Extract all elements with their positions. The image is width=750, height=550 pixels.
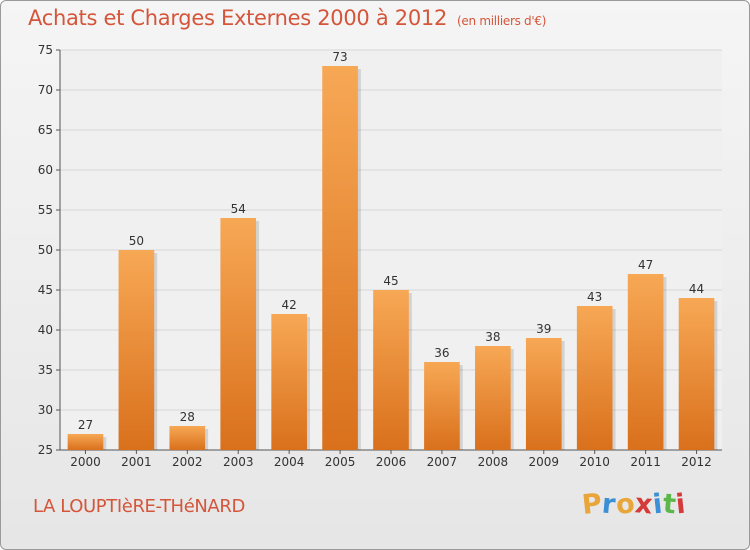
y-tick-label-40: 40	[38, 323, 53, 337]
x-tick-label-2003: 2003	[223, 455, 254, 469]
chart-title-text: Achats et Charges Externes 2000 à 2012	[28, 6, 448, 30]
bar-2001	[118, 250, 155, 450]
bar-2012	[678, 298, 715, 450]
bar-2007	[424, 362, 460, 450]
data-label-2004: 42	[282, 298, 297, 312]
y-tick-label-65: 65	[38, 123, 53, 137]
logo-letter: i	[674, 488, 688, 521]
data-label-2010: 43	[587, 290, 602, 304]
bar-2009	[525, 338, 562, 450]
y-tick-label-55: 55	[38, 203, 53, 217]
data-label-2011: 47	[638, 258, 653, 272]
y-tick-label-45: 45	[38, 283, 53, 297]
x-tick-label-2010: 2010	[579, 455, 610, 469]
bar-2002	[169, 426, 206, 450]
data-label-2002: 28	[180, 410, 195, 424]
bar-2006	[373, 290, 409, 450]
y-tick-label-70: 70	[38, 83, 53, 97]
bar-2005	[322, 66, 358, 450]
x-tick-label-2008: 2008	[478, 455, 509, 469]
bar-2003	[220, 218, 257, 450]
x-tick-label-2011: 2011	[630, 455, 661, 469]
x-tick-label-2007: 2007	[427, 455, 458, 469]
x-tick-label-2002: 2002	[172, 455, 203, 469]
y-tick-label-50: 50	[38, 243, 53, 257]
chart-title: Achats et Charges Externes 2000 à 2012 (e…	[28, 6, 546, 30]
data-label-2007: 36	[434, 346, 449, 360]
y-tick-label-35: 35	[38, 363, 53, 377]
data-label-2003: 54	[231, 202, 246, 216]
y-tick-label-75: 75	[38, 43, 53, 57]
bar-2010	[576, 306, 613, 450]
x-tick-label-2001: 2001	[121, 455, 152, 469]
x-tick-label-2006: 2006	[376, 455, 407, 469]
data-label-2001: 50	[129, 234, 144, 248]
bar-2004	[271, 314, 307, 450]
x-tick-label-2012: 2012	[681, 455, 712, 469]
x-tick-label-2009: 2009	[528, 455, 559, 469]
bar-2000	[67, 434, 104, 450]
y-tick-label-30: 30	[38, 403, 53, 417]
x-tick-label-2004: 2004	[274, 455, 305, 469]
data-label-2000: 27	[78, 418, 93, 432]
data-label-2009: 39	[536, 322, 551, 336]
x-tick-label-2000: 2000	[70, 455, 101, 469]
y-tick-label-60: 60	[38, 163, 53, 177]
data-label-2012: 44	[689, 282, 704, 296]
data-label-2008: 38	[485, 330, 500, 344]
data-label-2006: 45	[383, 274, 398, 288]
bar-2008	[475, 346, 511, 450]
location-name: LA LOUPTIèRE-THéNARD	[33, 496, 245, 517]
x-tick-label-2005: 2005	[325, 455, 356, 469]
bar-2011	[627, 274, 664, 450]
y-tick-label-25: 25	[38, 443, 53, 457]
data-label-2005: 73	[332, 50, 347, 64]
proxiti-logo: Proxiti	[580, 488, 688, 521]
chart-subtitle: (en milliers d'€)	[457, 14, 547, 28]
